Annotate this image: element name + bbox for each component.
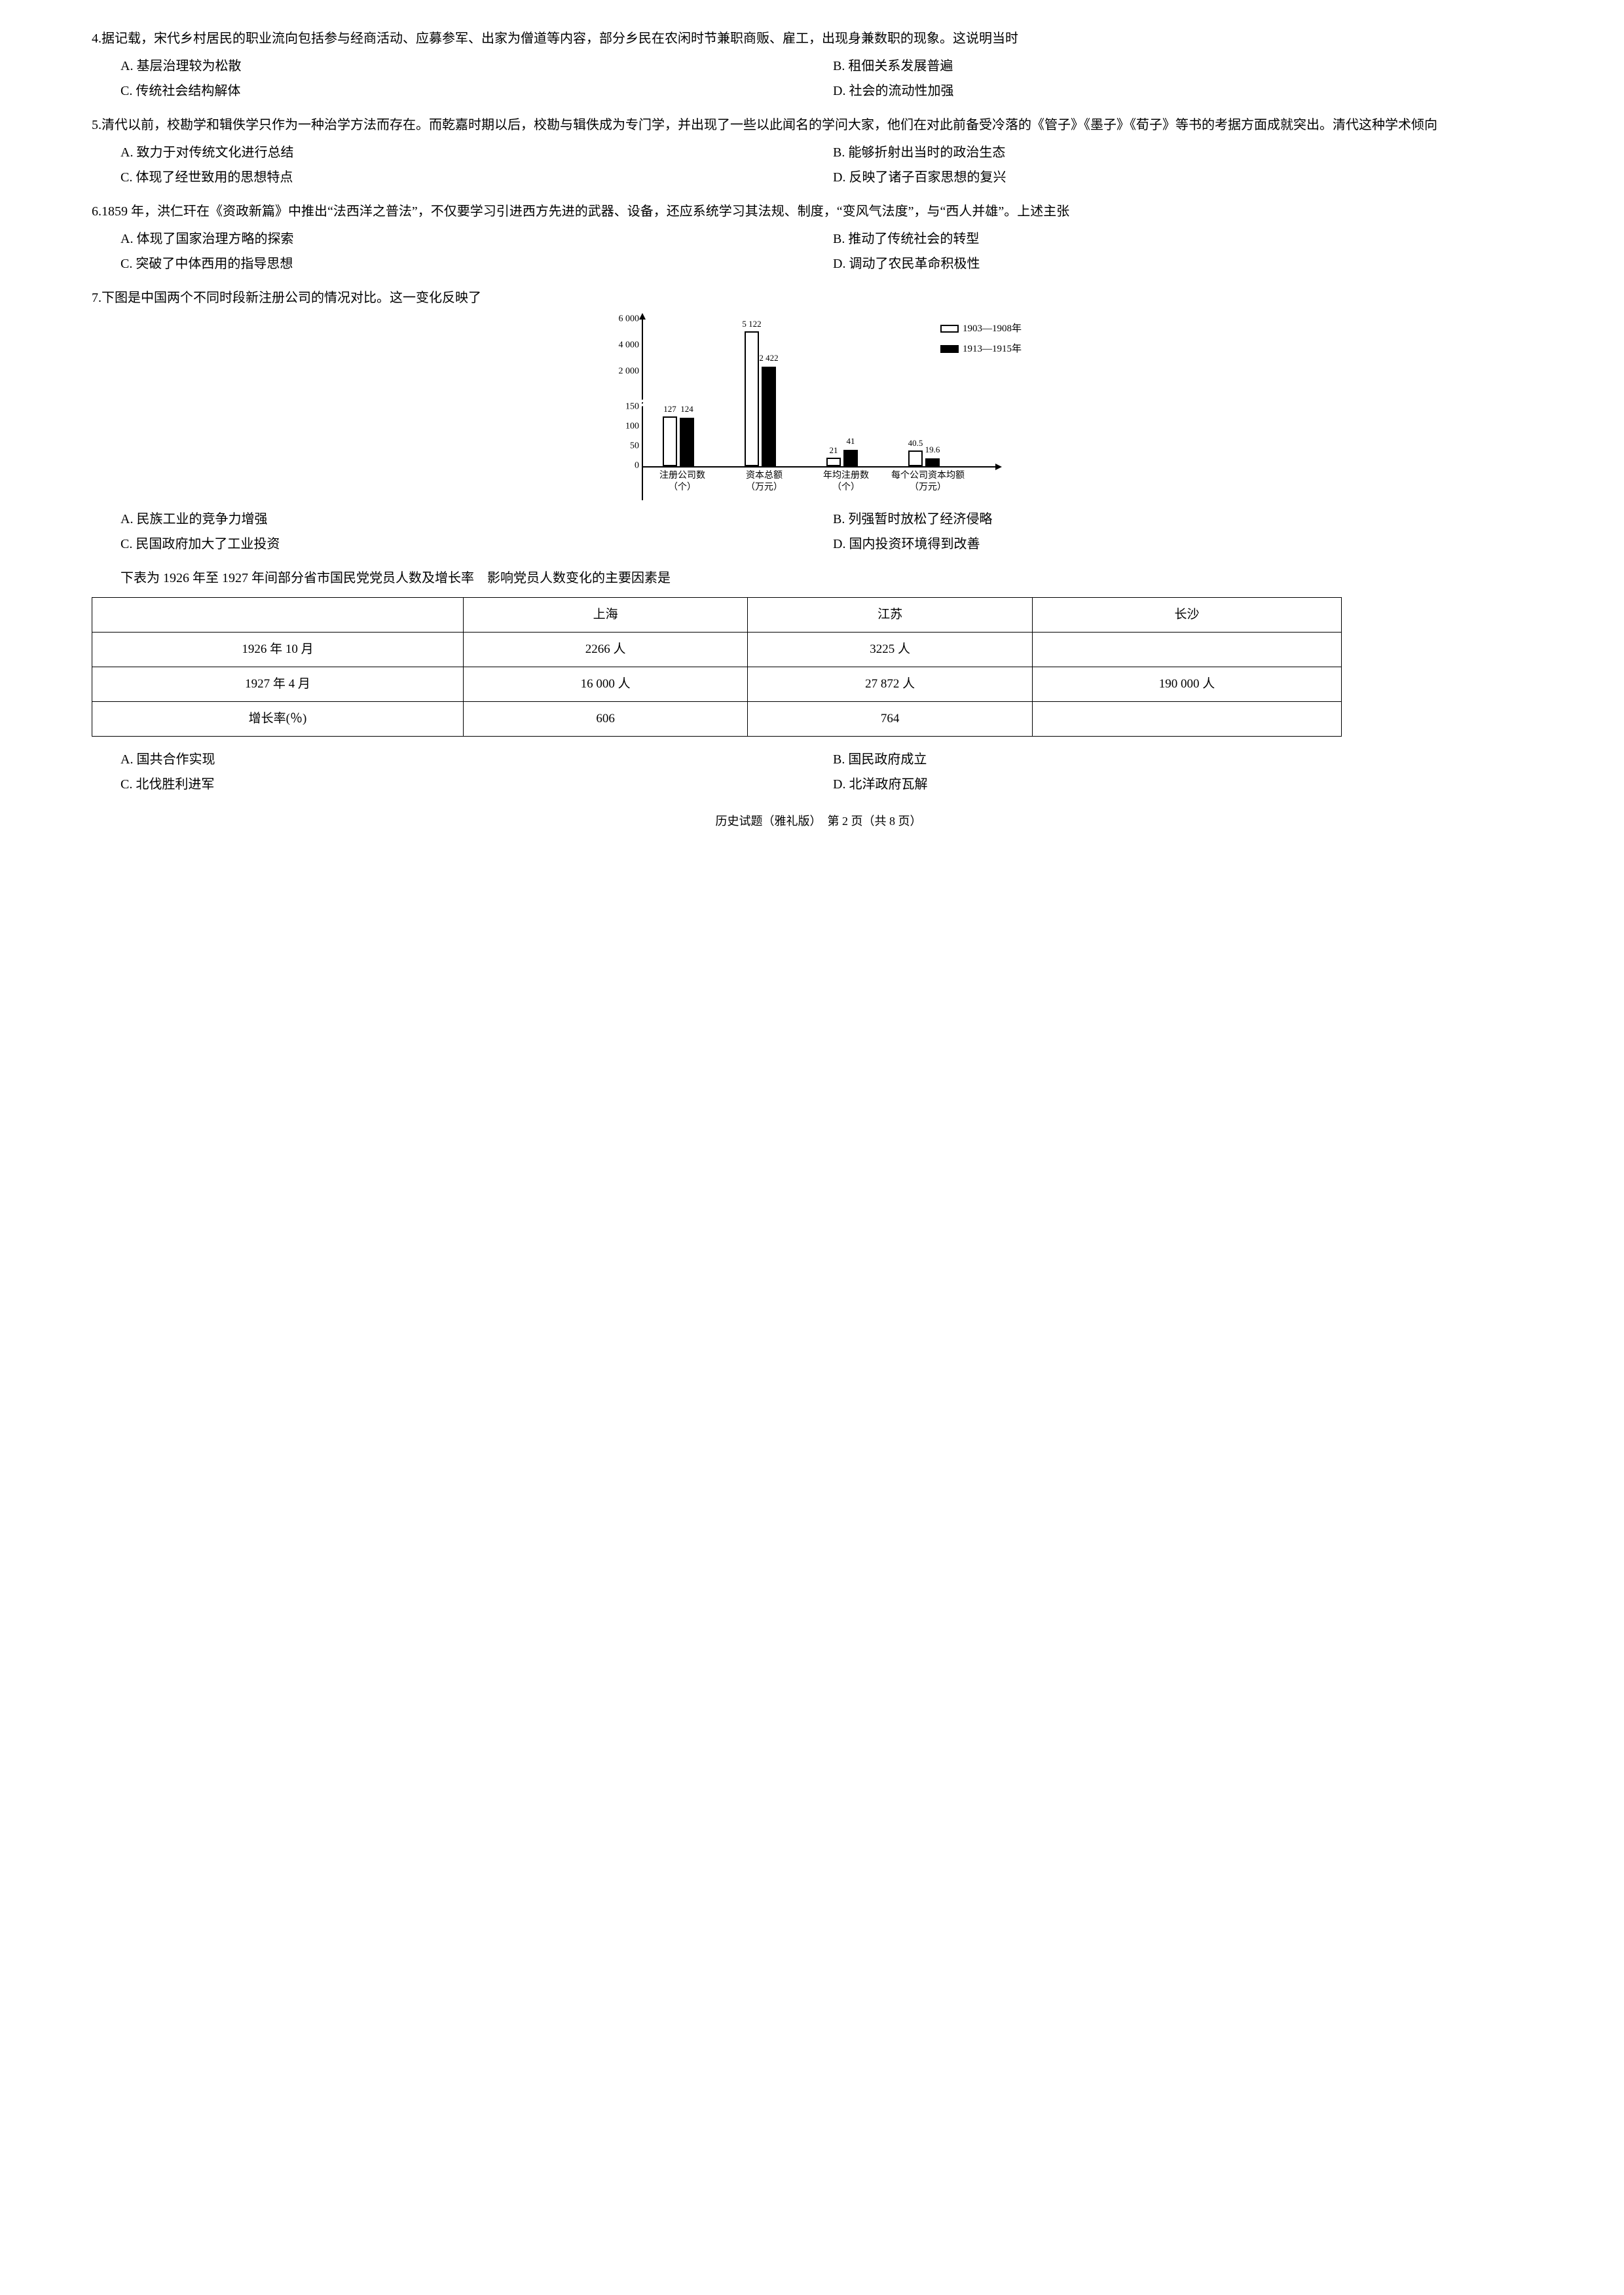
bar: 41	[843, 450, 858, 466]
y-tick: 0	[635, 458, 643, 475]
question-7: 7.下图是中国两个不同时段新注册公司的情况对比。这一变化反映了 1903—190…	[92, 285, 1545, 557]
bar-group: 40.519.6	[908, 450, 940, 466]
bar-value: 124	[680, 401, 693, 418]
table-cell: 1926 年 10 月	[92, 633, 464, 667]
option-d[interactable]: D. 北洋政府瓦解	[833, 772, 1545, 797]
question-stem: 下表为 1926 年至 1927 年间部分省市国民党党员人数及增长率 影响党员人…	[92, 566, 1545, 591]
page-footer: 历史试题（雅礼版） 第 2 页（共 8 页）	[92, 810, 1545, 832]
chart-container: 1903—1908年1913—1915年6 0004 0002 0005 122…	[92, 320, 1545, 500]
stem-text: 清代以前，校勘学和辑佚学只作为一种治学方法而存在。而乾嘉时期以后，校勘与辑佚成为…	[101, 118, 1437, 132]
table-cell	[1032, 702, 1341, 737]
y-tick: 6 000	[619, 311, 644, 329]
bar: 21	[826, 458, 841, 466]
bars-area: 6 0004 0002 0005 1222 422150100500127124…	[642, 320, 997, 500]
question-number: 7.	[92, 291, 101, 305]
bar-value: 21	[830, 443, 838, 459]
question-stem: 6.1859 年，洪仁玕在《资政新篇》中推出“法西洋之普法”，不仅要学习引进西方…	[92, 199, 1545, 224]
table-cell: 16 000 人	[463, 667, 747, 702]
y-tick: 100	[625, 418, 643, 436]
bar-value: 127	[663, 401, 676, 418]
option-c[interactable]: C. 突破了中体西用的指导思想	[120, 251, 833, 276]
table-header: 长沙	[1032, 598, 1341, 633]
question-5: 5.清代以前，校勘学和辑佚学只作为一种治学方法而存在。而乾嘉时期以后，校勘与辑佚…	[92, 113, 1545, 190]
bar-value: 40.5	[908, 435, 923, 452]
table-header: 江苏	[748, 598, 1032, 633]
options: A. 体现了国家治理方略的探索 B. 推动了传统社会的转型 C. 突破了中体西用…	[92, 227, 1545, 276]
bar-value: 19.6	[925, 442, 940, 458]
bar-value: 5 122	[742, 316, 761, 333]
bar: 19.6	[925, 458, 940, 466]
option-b[interactable]: B. 推动了传统社会的转型	[833, 227, 1545, 251]
option-d[interactable]: D. 国内投资环境得到改善	[833, 532, 1545, 557]
option-c[interactable]: C. 民国政府加大了工业投资	[120, 532, 833, 557]
options: A. 致力于对传统文化进行总结 B. 能够折射出当时的政治生态 C. 体现了经世…	[92, 140, 1545, 190]
option-b[interactable]: B. 国民政府成立	[833, 747, 1545, 772]
bar-value: 2 422	[759, 350, 778, 367]
question-number: 4.	[92, 31, 101, 46]
bar: 40.5	[908, 450, 923, 466]
table-header: 上海	[463, 598, 747, 633]
question-8: 下表为 1926 年至 1927 年间部分省市国民党党员人数及增长率 影响党员人…	[92, 566, 1545, 797]
table-cell: 764	[748, 702, 1032, 737]
stem-text: 1859 年，洪仁玕在《资政新篇》中推出“法西洋之普法”，不仅要学习引进西方先进…	[101, 204, 1069, 219]
x-label: 注册公司数（个）	[643, 470, 722, 494]
stem-text: 据记载，宋代乡村居民的职业流向包括参与经商活动、应募参军、出家为僧道等内容，部分…	[101, 31, 1018, 46]
table-header	[92, 598, 464, 633]
option-a[interactable]: A. 民族工业的竞争力增强	[120, 507, 833, 532]
option-d[interactable]: D. 反映了诸子百家思想的复兴	[833, 165, 1545, 190]
stem-text: 下图是中国两个不同时段新注册公司的情况对比。这一变化反映了	[101, 291, 481, 305]
question-6: 6.1859 年，洪仁玕在《资政新篇》中推出“法西洋之普法”，不仅要学习引进西方…	[92, 199, 1545, 276]
x-axis: 注册公司数（个）资本总额（万元）年均注册数（个）每个公司资本均额（万元）	[643, 466, 997, 500]
option-d[interactable]: D. 社会的流动性加强	[833, 79, 1545, 103]
question-stem: 4.据记载，宋代乡村居民的职业流向包括参与经商活动、应募参军、出家为僧道等内容，…	[92, 26, 1545, 51]
question-stem: 7.下图是中国两个不同时段新注册公司的情况对比。这一变化反映了	[92, 285, 1545, 310]
stem-text: 下表为 1926 年至 1927 年间部分省市国民党党员人数及增长率 影响党员人…	[120, 571, 671, 585]
options: A. 民族工业的竞争力增强 B. 列强暂时放松了经济侵略 C. 民国政府加大了工…	[92, 507, 1545, 557]
option-a[interactable]: A. 致力于对传统文化进行总结	[120, 140, 833, 165]
option-a[interactable]: A. 国共合作实现	[120, 747, 833, 772]
option-b[interactable]: B. 能够折射出当时的政治生态	[833, 140, 1545, 165]
question-4: 4.据记载，宋代乡村居民的职业流向包括参与经商活动、应募参军、出家为僧道等内容，…	[92, 26, 1545, 103]
option-a[interactable]: A. 基层治理较为松散	[120, 54, 833, 79]
bar-value: 41	[847, 433, 855, 450]
option-b[interactable]: B. 列强暂时放松了经济侵略	[833, 507, 1545, 532]
table-cell: 3225 人	[748, 633, 1032, 667]
table-cell: 606	[463, 702, 747, 737]
table-cell: 27 872 人	[748, 667, 1032, 702]
option-d[interactable]: D. 调动了农民革命积极性	[833, 251, 1545, 276]
x-label: 每个公司资本均额（万元）	[889, 470, 967, 494]
table-cell: 190 000 人	[1032, 667, 1341, 702]
y-tick: 4 000	[619, 337, 644, 355]
y-tick: 2 000	[619, 363, 644, 381]
options: A. 基层治理较为松散 B. 租佃关系发展普遍 C. 传统社会结构解体 D. 社…	[92, 54, 1545, 103]
bar: 127	[663, 416, 677, 466]
bar-chart: 1903—1908年1913—1915年6 0004 0002 0005 122…	[642, 320, 995, 500]
x-label: 资本总额（万元）	[725, 470, 803, 494]
question-stem: 5.清代以前，校勘学和辑佚学只作为一种治学方法而存在。而乾嘉时期以后，校勘与辑佚…	[92, 113, 1545, 138]
option-c[interactable]: C. 体现了经世致用的思想特点	[120, 165, 833, 190]
table-row: 1926 年 10 月2266 人3225 人	[92, 633, 1342, 667]
table-cell	[1032, 633, 1341, 667]
table-row: 增长率(％)606764	[92, 702, 1342, 737]
data-table: 上海江苏长沙1926 年 10 月2266 人3225 人1927 年 4 月1…	[92, 597, 1342, 737]
question-number: 6.	[92, 204, 101, 219]
table-row: 1927 年 4 月16 000 人27 872 人190 000 人	[92, 667, 1342, 702]
options: A. 国共合作实现 B. 国民政府成立 C. 北伐胜利进军 D. 北洋政府瓦解	[92, 747, 1545, 797]
table-cell: 1927 年 4 月	[92, 667, 464, 702]
option-c[interactable]: C. 传统社会结构解体	[120, 79, 833, 103]
y-tick: 150	[625, 399, 643, 416]
bar: 124	[680, 418, 694, 466]
x-label: 年均注册数（个）	[807, 470, 885, 494]
option-b[interactable]: B. 租佃关系发展普遍	[833, 54, 1545, 79]
table-cell: 增长率(％)	[92, 702, 464, 737]
option-a[interactable]: A. 体现了国家治理方略的探索	[120, 227, 833, 251]
bar-group: 127124	[663, 416, 694, 466]
option-c[interactable]: C. 北伐胜利进军	[120, 772, 833, 797]
question-number: 5.	[92, 118, 101, 132]
table-cell: 2266 人	[463, 633, 747, 667]
y-tick: 50	[630, 438, 643, 456]
bar-group: 2141	[826, 450, 858, 466]
